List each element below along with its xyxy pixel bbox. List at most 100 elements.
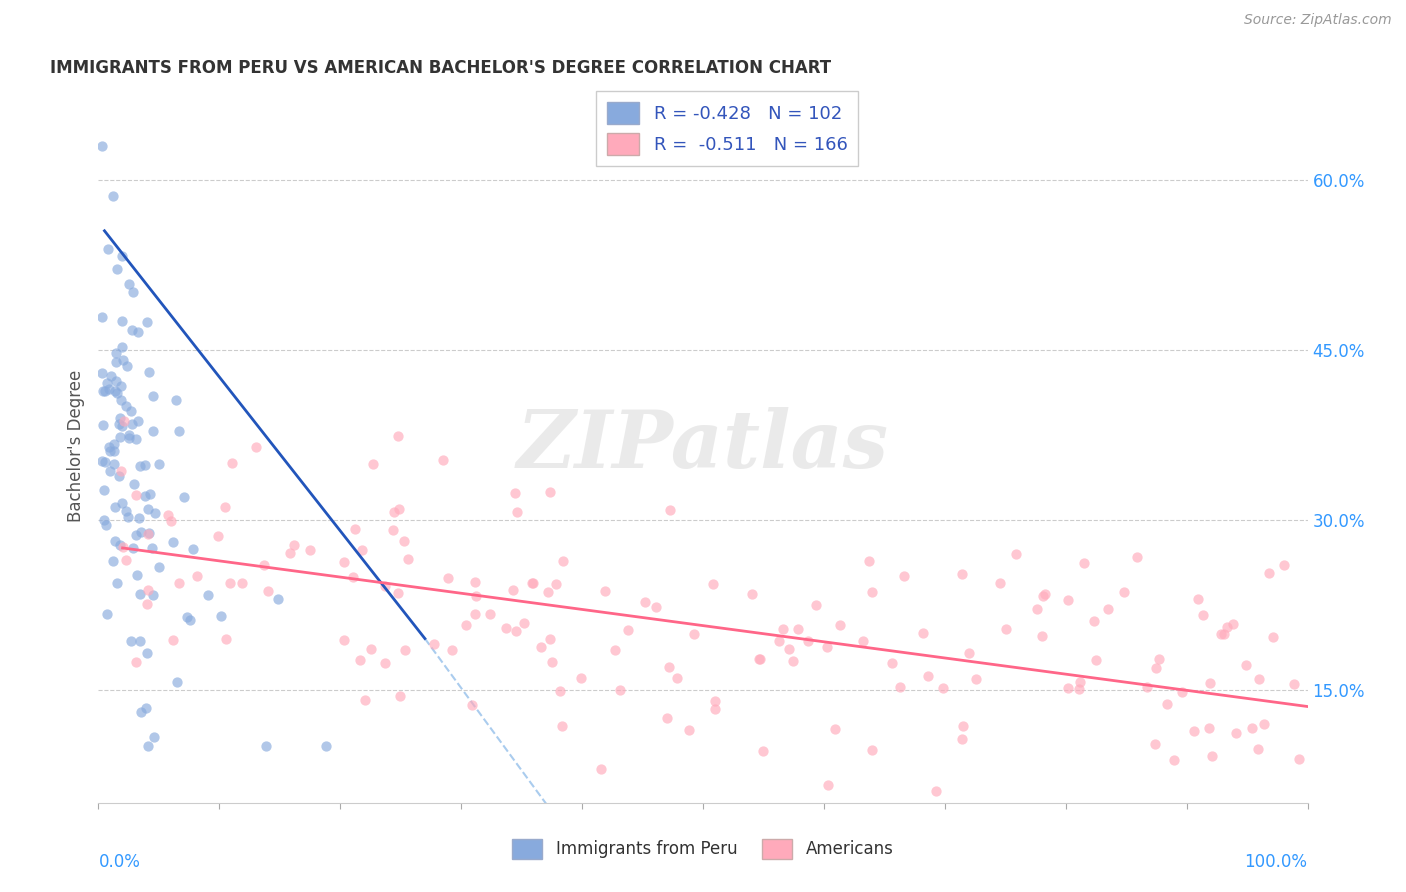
- Point: [394, 534, 416, 549]
- Point: [108, 411, 131, 425]
- Point: [741, 587, 763, 601]
- Point: [388, 501, 411, 516]
- Point: [851, 634, 873, 648]
- Point: [1201, 749, 1223, 764]
- Point: [115, 359, 138, 374]
- Point: [382, 523, 405, 537]
- Point: [950, 731, 973, 746]
- Point: [136, 527, 159, 541]
- Point: [127, 325, 149, 339]
- Point: [1241, 721, 1264, 735]
- Point: [148, 559, 170, 574]
- Point: [1187, 592, 1209, 607]
- Point: [173, 490, 195, 504]
- Point: [502, 582, 524, 597]
- Point: [1004, 547, 1026, 561]
- Point: [91, 454, 114, 468]
- Point: [333, 632, 356, 647]
- Point: [1084, 653, 1107, 667]
- Point: [860, 585, 883, 599]
- Point: [104, 384, 127, 398]
- Point: [139, 487, 162, 501]
- Point: [105, 374, 128, 388]
- Point: [125, 528, 148, 542]
- Point: [349, 653, 371, 667]
- Point: [115, 504, 138, 518]
- Point: [121, 285, 143, 299]
- Point: [100, 368, 122, 383]
- Point: [254, 739, 277, 754]
- Point: [120, 403, 142, 417]
- Point: [605, 642, 627, 657]
- Point: [1033, 587, 1056, 601]
- Point: [128, 511, 150, 525]
- Point: [505, 485, 527, 500]
- Point: [1067, 681, 1090, 696]
- Point: [950, 567, 973, 582]
- Point: [772, 622, 794, 636]
- Point: [589, 762, 612, 776]
- Point: [1211, 627, 1233, 641]
- Point: [1026, 601, 1049, 615]
- Point: [1156, 697, 1178, 711]
- Point: [148, 457, 170, 471]
- Point: [1073, 556, 1095, 570]
- Point: [1032, 589, 1054, 603]
- Text: IMMIGRANTS FROM PERU VS AMERICAN BACHELOR'S DEGREE CORRELATION CHART: IMMIGRANTS FROM PERU VS AMERICAN BACHELO…: [51, 59, 831, 77]
- Point: [91, 366, 114, 380]
- Legend: Immigrants from Peru, Americans: Immigrants from Peru, Americans: [506, 832, 900, 866]
- Point: [1213, 626, 1236, 640]
- Point: [1147, 652, 1170, 666]
- Point: [1274, 558, 1296, 573]
- Point: [352, 543, 374, 558]
- Point: [595, 583, 617, 598]
- Point: [127, 413, 149, 427]
- Point: [538, 632, 561, 647]
- Point: [382, 505, 405, 519]
- Point: [678, 723, 700, 738]
- Point: [181, 541, 204, 556]
- Point: [787, 622, 810, 636]
- Point: [143, 506, 166, 520]
- Point: [98, 444, 121, 458]
- Point: [548, 684, 571, 698]
- Point: [162, 535, 184, 549]
- Point: [703, 702, 725, 716]
- Point: [1136, 680, 1159, 694]
- Point: [129, 633, 152, 648]
- Point: [889, 680, 911, 694]
- Point: [633, 595, 655, 609]
- Point: [440, 643, 463, 657]
- Point: [1247, 741, 1270, 756]
- Point: [253, 558, 276, 572]
- Point: [353, 693, 375, 707]
- Point: [1234, 658, 1257, 673]
- Point: [105, 355, 128, 369]
- Point: [98, 440, 121, 454]
- Point: [110, 378, 132, 392]
- Point: [136, 739, 159, 754]
- Point: [98, 465, 121, 479]
- Point: [782, 654, 804, 668]
- Point: [111, 250, 134, 264]
- Point: [108, 538, 131, 552]
- Point: [1216, 620, 1239, 634]
- Point: [432, 453, 454, 467]
- Point: [162, 633, 184, 648]
- Point: [142, 588, 165, 602]
- Point: [91, 138, 114, 153]
- Point: [134, 489, 156, 503]
- Point: [111, 418, 134, 433]
- Point: [129, 524, 152, 539]
- Point: [797, 634, 820, 648]
- Point: [136, 502, 159, 516]
- Point: [179, 613, 201, 627]
- Point: [1225, 726, 1247, 740]
- Point: [374, 656, 396, 670]
- Point: [125, 568, 148, 582]
- Point: [994, 623, 1017, 637]
- Point: [114, 553, 136, 567]
- Point: [138, 365, 160, 379]
- Point: [464, 574, 486, 589]
- Point: [617, 623, 640, 637]
